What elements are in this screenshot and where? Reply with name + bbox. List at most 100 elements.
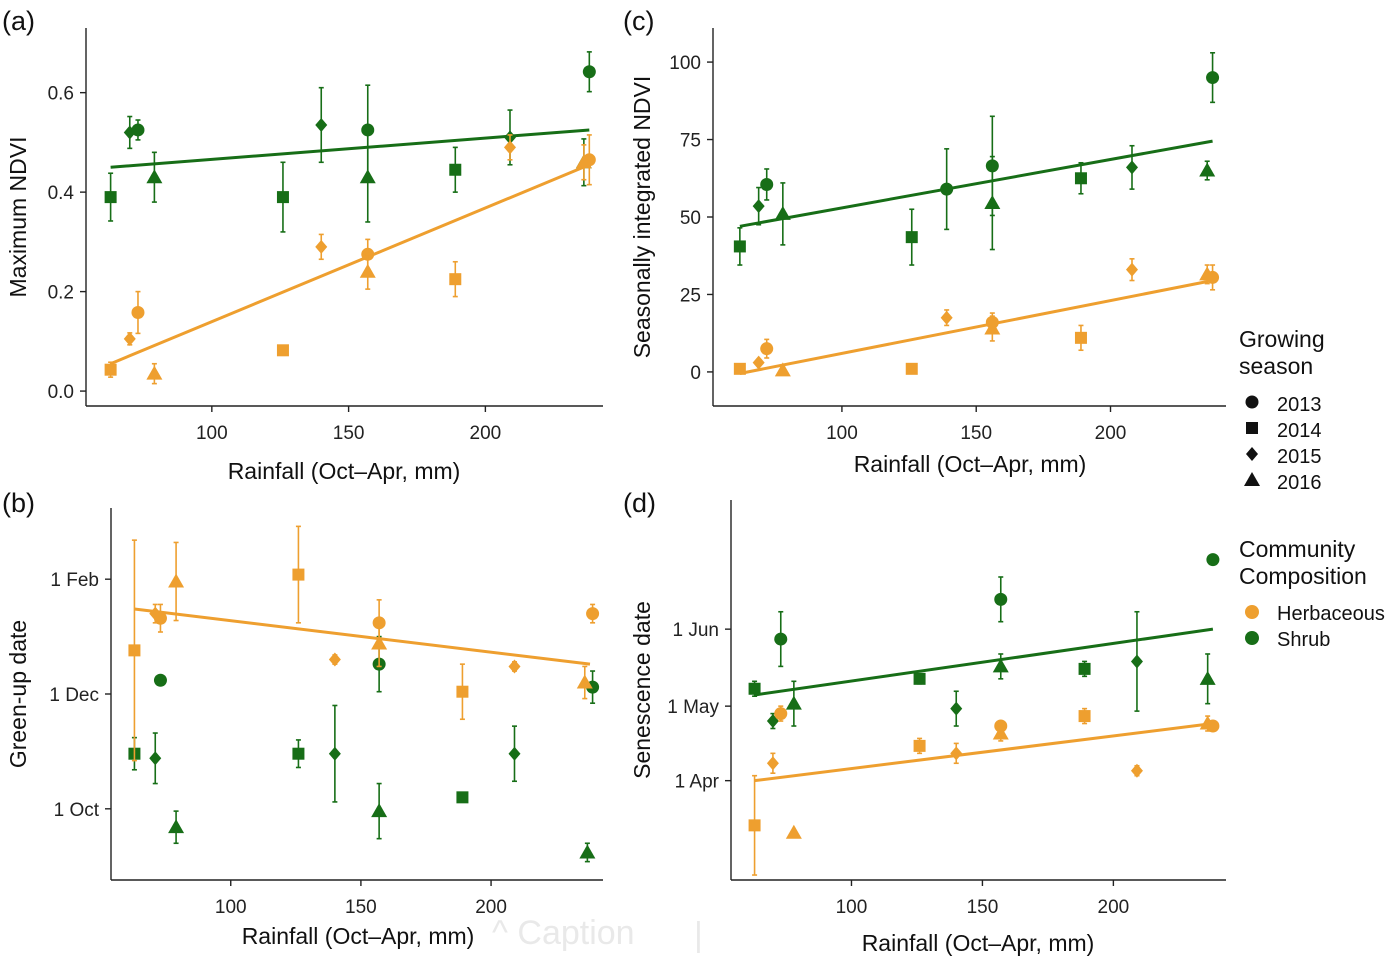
panel-b-x-tick-label: 100 <box>215 897 247 918</box>
panel-c-y-axis-title: Seasonally integrated NDVI <box>629 76 655 359</box>
panel-b-herbaceous-point-square <box>292 568 305 581</box>
panel-c-x-tick-label: 150 <box>960 423 992 444</box>
panel-d-herbaceous-point-diamond <box>950 746 963 761</box>
caption-overlay: ^ Caption | <box>492 914 703 954</box>
panel-a-shrub-point-square <box>276 191 289 204</box>
panel-a-herbaceous-point-square <box>104 363 117 376</box>
panel-c-shrub-point-triangle <box>1199 162 1216 177</box>
panel-a-herbaceous-point-circle <box>131 305 145 319</box>
panel-c-y-tick-label: 0 <box>690 363 701 384</box>
panel-c: (c) 100 150 200 0 25 50 75 100 Rainfall (Oct–Apr… <box>623 6 1226 477</box>
legend-community-title: Community Composition <box>1239 536 1367 589</box>
panel-b-shrub-point-triangle <box>371 803 388 818</box>
panel-a-shrub-point-square <box>104 191 117 204</box>
legend-season-items: 2013 2014 2015 2016 <box>1244 394 1322 494</box>
panel-c-y-tick-label: 75 <box>680 131 701 152</box>
panel-a-y-tick-label: 0.6 <box>48 84 74 105</box>
panel-d-herbaceous-trend-line <box>754 722 1214 783</box>
panel-a-shrub-point-triangle <box>359 169 376 184</box>
panel-c-letter: (c) <box>623 6 654 36</box>
panel-c-herbaceous-point-circle <box>760 342 774 356</box>
panel-a-shrub-point-circle <box>361 123 375 137</box>
legend-season-label: 2016 <box>1277 472 1322 494</box>
legend-season-circle-icon <box>1245 395 1259 409</box>
panel-c-shrub-point-triangle <box>984 195 1001 210</box>
panel-c-herbaceous-point-diamond <box>1125 262 1138 277</box>
panel-b-herbaceous-point-square <box>456 685 469 698</box>
panel-c-herbaceous-point-square <box>905 362 918 375</box>
panel-c-shrub-point-square <box>733 240 746 253</box>
panel-b-letter: (b) <box>2 488 35 518</box>
panel-c-herbaceous-point-square <box>1074 331 1087 344</box>
panel-c-shrub-point-circle <box>940 182 954 196</box>
panel-c-plot: 100 150 200 0 25 50 75 100 Rainfall (Oct–Apr, mm… <box>629 28 1226 477</box>
panel-c-herbaceous-point-triangle <box>1199 266 1216 281</box>
panel-c-x-tick-label: 100 <box>826 423 858 444</box>
panel-d-shrub-point-square <box>913 672 926 685</box>
panel-b-shrub-point-triangle <box>168 819 185 834</box>
panel-a-herbaceous-point-square <box>276 344 289 357</box>
panel-d-herbaceous-point-square <box>913 739 926 752</box>
panel-d-herbaceous-point-diamond <box>1130 763 1143 778</box>
legend-community-label: Shrub <box>1277 629 1330 651</box>
panel-c-herbaceous-point-triangle <box>774 362 791 377</box>
legend-season-label: 2015 <box>1277 446 1322 468</box>
panel-d-shrub-point-circle <box>1206 553 1220 567</box>
panel-d-herbaceous-point-triangle <box>785 824 802 839</box>
panel-c-herbaceous-point-diamond <box>752 355 765 370</box>
panel-c-shrub-point-diamond <box>752 199 765 214</box>
panel-a-herbaceous-point-diamond <box>123 331 136 346</box>
panel-b-herbaceous-point-square <box>128 644 141 657</box>
panel-c-y-tick-label: 100 <box>669 53 701 74</box>
panel-b-herbaceous-point-diamond <box>508 659 521 674</box>
panel-b-shrub-point-triangle <box>579 844 596 859</box>
panel-d-letter: (d) <box>623 488 656 518</box>
legend-community-label: Herbaceous <box>1277 603 1385 625</box>
panel-a-shrub-point-triangle <box>146 169 163 184</box>
panel-a-herbaceous-point-triangle <box>146 365 163 380</box>
legend-herbaceous-swatch <box>1245 605 1259 619</box>
panel-d-y-axis-title: Senescence date <box>629 601 655 779</box>
panel-b-y-axis-title: Green-up date <box>5 620 31 768</box>
panel-c-shrub-point-circle <box>760 177 774 191</box>
legend-season-label: 2014 <box>1277 420 1322 442</box>
panel-c-shrub-point-circle <box>1206 71 1220 85</box>
legend-season-label: 2013 <box>1277 394 1322 416</box>
panel-c-y-tick-label: 50 <box>680 208 701 229</box>
panel-d-herbaceous-point-square <box>748 819 761 832</box>
panel-a-y-axis-title: Maximum NDVI <box>5 136 31 297</box>
panel-d-x-axis-title: Rainfall (Oct–Apr, mm) <box>862 930 1095 956</box>
panel-c-herbaceous-point-triangle <box>984 320 1001 335</box>
panel-a-herbaceous-trend-line <box>110 163 590 366</box>
panel-c-herbaceous-point-square <box>733 362 746 375</box>
panel-d-x-tick-label: 150 <box>967 897 999 918</box>
panel-a-shrub-point-square <box>449 163 462 176</box>
panel-a-herbaceous-point-diamond <box>315 239 328 254</box>
panel-d-shrub-point-square <box>1078 662 1091 675</box>
panel-b-herbaceous-point-triangle <box>371 635 388 650</box>
panel-a-y-tick-label: 0.0 <box>48 382 74 403</box>
caption-overlay-text: ^ Caption <box>492 914 635 952</box>
caption-overlay-divider: | <box>694 916 703 954</box>
panel-b-shrub-point-square <box>292 747 305 760</box>
panel-d-shrub-point-triangle <box>992 658 1009 673</box>
legend-season-triangle-icon <box>1244 472 1260 486</box>
panel-b-x-tick-label: 150 <box>345 897 377 918</box>
panel-d-y-tick-label: 1 Apr <box>675 772 720 793</box>
panel-b-herbaceous-point-triangle <box>576 674 593 689</box>
legend-season-title: Growing season <box>1239 326 1331 379</box>
panel-c-shrub-point-square <box>905 231 918 244</box>
legend-community-title-line2: Composition <box>1239 563 1367 589</box>
panel-d-shrub-point-triangle <box>1199 670 1216 685</box>
panel-a-shrub-trend-line <box>110 128 590 169</box>
panel-b-shrub-point-diamond <box>328 746 341 761</box>
panel-a-herbaceous-point-triangle <box>359 263 376 278</box>
panel-a-shrub-point-circle <box>131 123 145 137</box>
panel-d-shrub-trend-line <box>754 627 1214 697</box>
legend-season-title-line2: season <box>1239 353 1313 379</box>
panel-d-shrub-point-circle <box>774 632 788 646</box>
panel-d-herbaceous-point-triangle <box>1199 715 1216 730</box>
panel-a-letter: (a) <box>2 6 35 36</box>
panel-b-shrub-point-circle <box>153 673 167 687</box>
